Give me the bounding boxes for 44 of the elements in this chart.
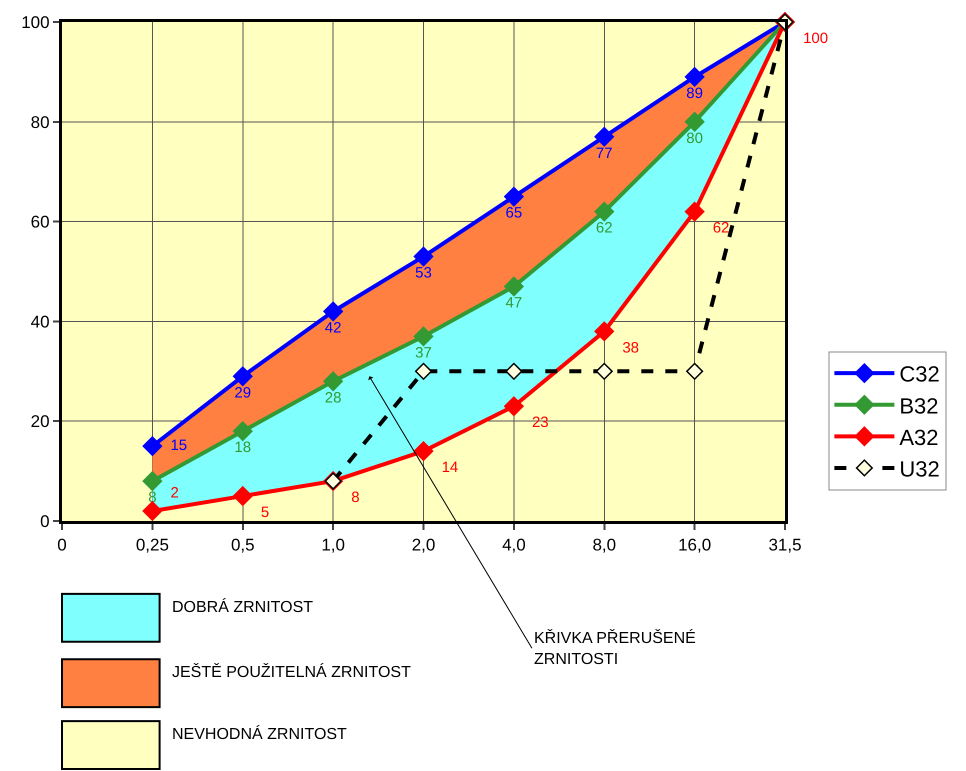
text: KŘIVKA PŘERUŠENÉ ZRNITOSTI [534,629,696,668]
data-label: 28 [316,389,350,406]
data-label: 15 [162,436,196,454]
legend-label: U32 [899,456,940,482]
data-label: 42 [316,319,350,336]
legend-label: A32 [899,424,939,450]
y-tick-label: 100 [21,12,50,32]
x-tick-label: 31,5 [768,535,802,554]
x-tick-label: 0,5 [230,535,255,554]
data-label: 100 [794,30,836,47]
text: DOBRÁ ZRNITOST [172,598,314,616]
data-label: 62 [704,220,738,237]
y-tick-label: 60 [30,212,50,232]
data-label: 47 [497,294,531,312]
data-label: 37 [406,344,440,362]
legend-label: B32 [899,393,939,418]
data-label: 8 [342,489,368,506]
data-label: 5 [252,504,278,522]
data-label: 38 [614,339,648,356]
x-tick-label: 0 [57,535,67,554]
text: JEŠTĚ POUŽITELNÁ ZRNITOST [172,663,412,681]
data-label: 65 [497,204,531,222]
x-tick-label: 4,0 [502,535,526,554]
data-label: 18 [226,439,260,456]
x-tick-label: 2,0 [412,535,436,554]
x-tick-label: 8,0 [592,535,616,554]
y-tick-label: 40 [30,312,50,332]
data-label: 89 [678,84,712,102]
data-label: 14 [433,459,467,476]
data-label: 53 [406,264,440,282]
data-label: 8 [140,489,165,506]
data-label: 80 [678,130,712,147]
y-tick-label: 0 [40,512,50,531]
x-tick-label: 16,0 [678,535,712,554]
text: NEVHODNÁ ZRNITOST [172,725,348,743]
data-label: 62 [588,220,621,237]
y-tick-label: 20 [30,412,50,432]
x-tick-label: 0,25 [136,535,169,554]
x-tick-label: 1,0 [321,535,345,554]
data-label: 2 [162,484,188,502]
y-tick-label: 80 [30,112,50,132]
data-label: 29 [226,384,260,402]
data-label: 77 [588,144,621,162]
legend-label: C32 [899,362,940,387]
